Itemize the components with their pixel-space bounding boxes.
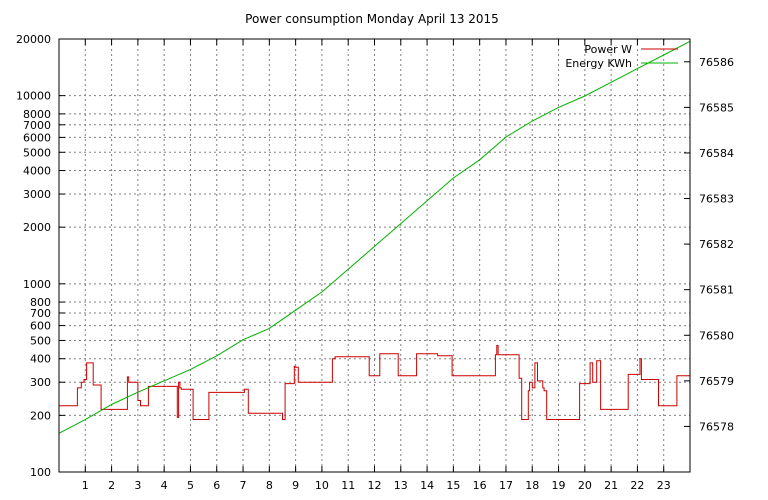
y1-tick-label: 300 — [30, 376, 51, 389]
y1-tick-label: 100 — [30, 466, 51, 479]
x-tick-label: 5 — [187, 479, 194, 492]
y2-tick-label: 76581 — [699, 284, 734, 297]
x-tick-label: 10 — [315, 479, 329, 492]
x-tick-label: 23 — [657, 479, 671, 492]
x-tick-label: 22 — [630, 479, 644, 492]
chart-title: Power consumption Monday April 13 2015 — [245, 12, 499, 26]
y1-tick-label: 1000 — [23, 278, 51, 291]
x-tick-label: 8 — [266, 479, 273, 492]
energy-series-line — [58, 40, 691, 434]
y1-tick-label: 400 — [30, 353, 51, 366]
series-layer — [58, 40, 691, 434]
x-tick-label: 11 — [341, 479, 355, 492]
x-tick-label: 9 — [292, 479, 299, 492]
y1-tick-label: 5000 — [23, 146, 51, 159]
y2-tick-label: 76580 — [699, 329, 734, 342]
legend-label-energy: Energy KWh — [565, 57, 632, 70]
y1-tick-label: 700 — [30, 307, 51, 320]
power-series-line — [59, 345, 690, 420]
legend: Power W Energy KWh — [565, 43, 678, 70]
y1-tick-label: 600 — [30, 320, 51, 333]
x-tick-label: 7 — [240, 479, 247, 492]
x-tick-label: 19 — [552, 479, 566, 492]
y2-tick-label: 76579 — [699, 375, 734, 388]
y2-tick-label: 76582 — [699, 238, 734, 251]
y1-tick-label: 8000 — [23, 108, 51, 121]
x-tick-label: 16 — [473, 479, 487, 492]
y2-tick-label: 76584 — [699, 147, 734, 160]
y2-tick-label: 76586 — [699, 56, 734, 69]
x-tick-label: 17 — [499, 479, 513, 492]
x-tick-label: 21 — [604, 479, 618, 492]
y1-tick-label: 2000 — [23, 221, 51, 234]
grid — [59, 39, 690, 472]
x-tick-label: 18 — [525, 479, 539, 492]
legend-label-power: Power W — [584, 43, 632, 56]
x-tick-label: 20 — [578, 479, 592, 492]
x-tick-label: 6 — [213, 479, 220, 492]
y1-tick-label: 800 — [30, 296, 51, 309]
x-tick-label: 1 — [82, 479, 89, 492]
x-tick-label: 13 — [394, 479, 408, 492]
x-tick-label: 15 — [446, 479, 460, 492]
axes: 1 2 3 4 5 6 7 8 9 10 11 12 13 14 15 16 17 18 19 20 21 22 23100… — [16, 33, 734, 492]
y1-tick-label: 500 — [30, 334, 51, 347]
y1-tick-label: 20000 — [16, 33, 51, 46]
y2-tick-label: 76583 — [699, 193, 734, 206]
x-tick-label: 2 — [108, 479, 115, 492]
y2-tick-label: 76585 — [699, 101, 734, 114]
y1-tick-label: 4000 — [23, 165, 51, 178]
y1-tick-label: 3000 — [23, 188, 51, 201]
x-tick-label: 3 — [134, 479, 141, 492]
y2-tick-label: 76578 — [699, 420, 734, 433]
y1-tick-label: 7000 — [23, 119, 51, 132]
y1-tick-label: 6000 — [23, 131, 51, 144]
y1-tick-label: 200 — [30, 409, 51, 422]
x-tick-label: 4 — [161, 479, 168, 492]
x-tick-label: 12 — [368, 479, 382, 492]
y1-tick-label: 10000 — [16, 90, 51, 103]
x-tick-label: 14 — [420, 479, 434, 492]
